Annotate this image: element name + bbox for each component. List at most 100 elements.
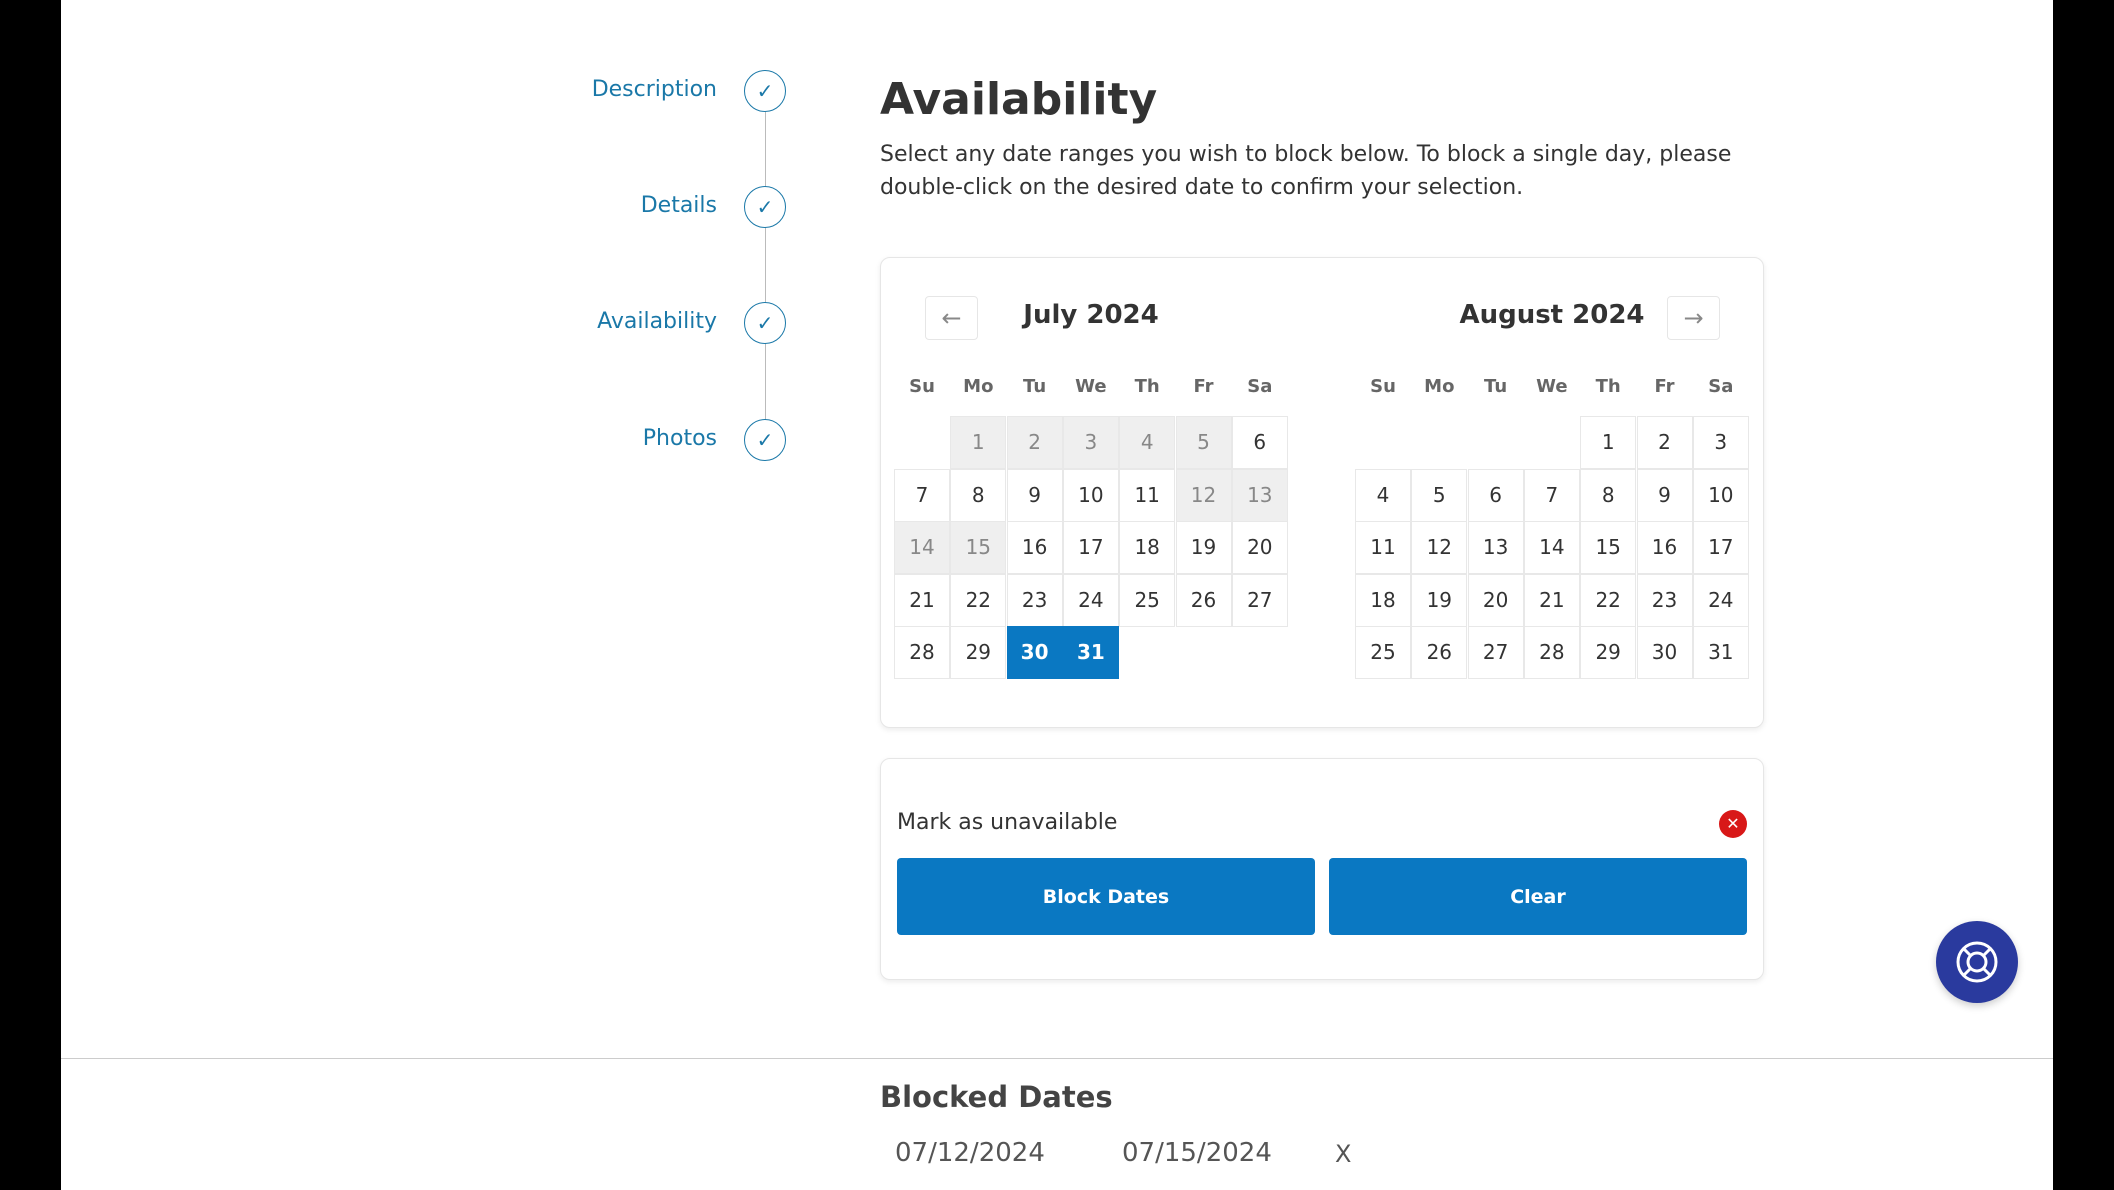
blocked-end-date: 07/15/2024 — [1122, 1138, 1272, 1168]
blocked-start-date: 07/12/2024 — [895, 1138, 1045, 1168]
weekday-header: We — [1536, 376, 1568, 397]
calendar-day[interactable]: 28 — [1523, 626, 1580, 680]
month-title-august: August 2024 — [1459, 300, 1645, 330]
weekday-header: Th — [1134, 376, 1160, 397]
calendar-day[interactable]: 25 — [1355, 626, 1411, 680]
calendar-day[interactable]: 24 — [1062, 573, 1119, 627]
calendar-day[interactable]: 27 — [1467, 626, 1524, 680]
mark-unavailable-label: Mark as unavailable — [897, 810, 1118, 835]
weekday-header: Sa — [1247, 376, 1273, 397]
calendar-day[interactable]: 30 — [1006, 626, 1063, 680]
check-icon: ✓ — [744, 70, 786, 112]
step-availability[interactable]: Availability — [597, 309, 717, 334]
step-photos[interactable]: Photos — [642, 426, 717, 451]
next-month-button[interactable]: → — [1667, 296, 1720, 340]
calendar-day[interactable]: 12 — [1175, 468, 1232, 522]
calendar-day[interactable]: 10 — [1062, 468, 1119, 522]
calendar-day[interactable]: 22 — [1580, 573, 1637, 627]
remove-blocked-range-button[interactable]: X — [1335, 1140, 1352, 1168]
calendar-day[interactable]: 5 — [1411, 468, 1468, 522]
block-dates-button[interactable]: Block Dates — [897, 858, 1315, 935]
calendar-day[interactable]: 26 — [1175, 573, 1232, 627]
calendar-day[interactable]: 2 — [1006, 416, 1063, 469]
calendar-day[interactable]: 13 — [1231, 468, 1288, 522]
calendar-day[interactable]: 6 — [1467, 468, 1524, 522]
calendar-day[interactable]: 17 — [1062, 521, 1119, 575]
weekday-header: Fr — [1654, 376, 1675, 397]
weekday-header: Mo — [1424, 376, 1455, 397]
calendar-day[interactable]: 19 — [1175, 521, 1232, 575]
calendar-day[interactable]: 16 — [1636, 521, 1693, 575]
calendar-day[interactable]: 10 — [1692, 468, 1749, 522]
calendar-day[interactable]: 19 — [1411, 573, 1468, 627]
calendar-day[interactable]: 15 — [950, 521, 1007, 575]
clear-button[interactable]: Clear — [1329, 858, 1747, 935]
step-details[interactable]: Details — [640, 193, 717, 218]
calendar-day[interactable]: 27 — [1231, 573, 1288, 627]
calendar-day[interactable]: 18 — [1355, 573, 1411, 627]
weekday-header: Su — [1370, 376, 1396, 397]
calendar-day[interactable]: 31 — [1062, 626, 1119, 680]
check-icon: ✓ — [744, 186, 786, 228]
calendar-day[interactable]: 9 — [1006, 468, 1063, 522]
calendar-day[interactable]: 17 — [1692, 521, 1749, 575]
calendar-day[interactable]: 16 — [1006, 521, 1063, 575]
check-icon: ✓ — [744, 302, 786, 344]
weekday-header: Su — [909, 376, 935, 397]
page-description: Select any date ranges you wish to block… — [880, 142, 1732, 200]
calendar-day[interactable]: 4 — [1119, 416, 1176, 469]
prev-month-button[interactable]: ← — [925, 296, 978, 340]
month-title-july: July 2024 — [1023, 300, 1159, 330]
calendar-day[interactable]: 24 — [1692, 573, 1749, 627]
help-button[interactable] — [1936, 921, 2018, 1003]
calendar-day[interactable]: 20 — [1231, 521, 1288, 575]
check-icon: ✓ — [744, 419, 786, 461]
calendar-day[interactable]: 14 — [1523, 521, 1580, 575]
calendar-day[interactable]: 21 — [894, 573, 950, 627]
calendar-day[interactable]: 4 — [1355, 468, 1411, 522]
calendar-day[interactable]: 25 — [1119, 573, 1176, 627]
calendar-day[interactable]: 9 — [1636, 468, 1693, 522]
close-icon[interactable]: ✕ — [1719, 810, 1747, 838]
calendar-day[interactable]: 11 — [1119, 468, 1176, 522]
calendar-day[interactable]: 15 — [1580, 521, 1637, 575]
calendar-day[interactable]: 21 — [1523, 573, 1580, 627]
calendar-day[interactable]: 29 — [950, 626, 1007, 680]
left-border — [0, 0, 61, 1190]
calendar-day[interactable]: 12 — [1411, 521, 1468, 575]
calendar-day[interactable]: 7 — [894, 468, 950, 522]
calendar-day[interactable]: 30 — [1636, 626, 1693, 680]
calendar-day[interactable]: 3 — [1692, 416, 1749, 469]
calendar-day[interactable]: 20 — [1467, 573, 1524, 627]
weekday-header: Tu — [1484, 376, 1508, 397]
calendar-day[interactable]: 8 — [950, 468, 1007, 522]
weekday-header: Mo — [963, 376, 994, 397]
weekday-header: We — [1075, 376, 1107, 397]
calendar-day[interactable]: 26 — [1411, 626, 1468, 680]
calendar-day[interactable]: 23 — [1636, 573, 1693, 627]
calendar-day[interactable]: 14 — [894, 521, 950, 575]
calendar-day[interactable]: 1 — [950, 416, 1007, 469]
calendar-day[interactable]: 2 — [1636, 416, 1693, 469]
weekday-header: Tu — [1023, 376, 1047, 397]
calendar-day[interactable]: 13 — [1467, 521, 1524, 575]
weekday-header: Th — [1595, 376, 1621, 397]
calendar-day[interactable]: 18 — [1119, 521, 1176, 575]
calendar-day[interactable]: 1 — [1580, 416, 1637, 469]
calendar-day[interactable]: 3 — [1062, 416, 1119, 469]
weekday-header: Fr — [1193, 376, 1214, 397]
calendar-day[interactable]: 31 — [1692, 626, 1749, 680]
calendar-day[interactable]: 7 — [1523, 468, 1580, 522]
weekday-header: Sa — [1708, 376, 1734, 397]
calendar-day[interactable]: 28 — [894, 626, 950, 680]
calendar-day[interactable]: 6 — [1231, 416, 1288, 469]
calendar-day[interactable]: 5 — [1175, 416, 1232, 469]
step-description[interactable]: Description — [591, 77, 717, 102]
divider — [61, 1058, 2053, 1059]
calendar-day[interactable]: 22 — [950, 573, 1007, 627]
calendar-day[interactable]: 11 — [1355, 521, 1411, 575]
page-title: Availability — [880, 74, 1158, 125]
calendar-day[interactable]: 23 — [1006, 573, 1063, 627]
calendar-day[interactable]: 8 — [1580, 468, 1637, 522]
calendar-day[interactable]: 29 — [1580, 626, 1637, 680]
